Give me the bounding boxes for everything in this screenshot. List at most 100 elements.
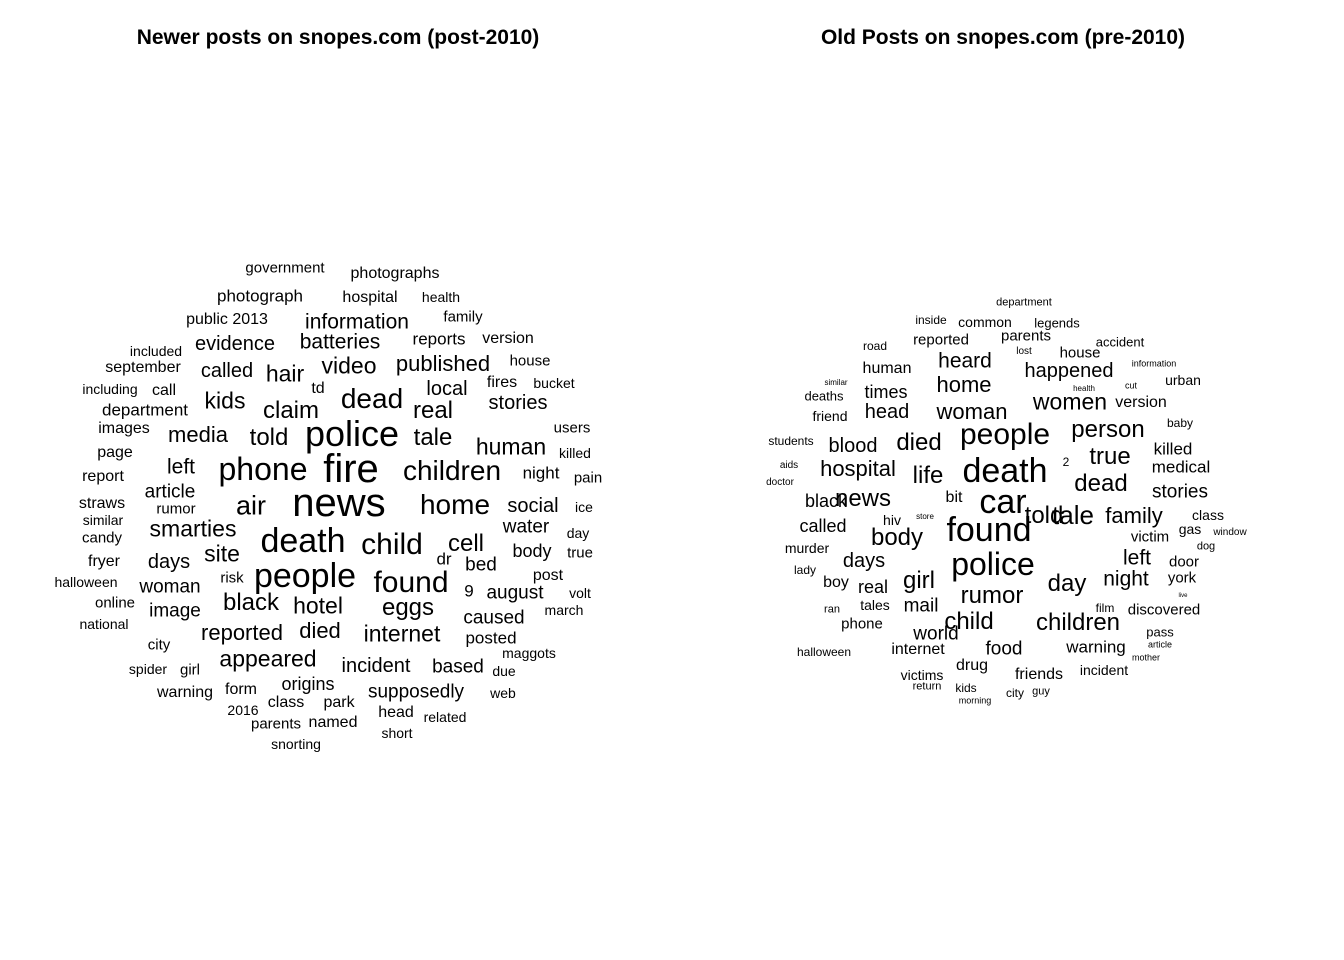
cloud-word: park [323, 694, 355, 711]
cloud-word: york [1167, 569, 1197, 587]
cloud-word: stories [1152, 481, 1208, 503]
cloud-word: hospital [342, 289, 398, 306]
cloud-word: bit [945, 489, 963, 506]
cloud-word: call [151, 382, 177, 399]
cloud-word: mail [903, 595, 939, 617]
cloud-word: posted [465, 628, 517, 648]
cloud-word: person [1071, 416, 1145, 443]
cloud-word: version [1115, 394, 1167, 411]
cloud-word: hotel [293, 592, 343, 619]
cloud-word: news [292, 481, 386, 525]
cloud-word: window [1213, 527, 1247, 538]
cloud-word: candy [81, 529, 123, 547]
cloud-word: killed [1153, 439, 1193, 459]
cloud-word: heard [938, 349, 992, 373]
cloud-word: black [804, 491, 848, 511]
cloud-word: doctor [766, 477, 794, 488]
cloud-word: article [1147, 639, 1173, 650]
cloud-word: straws [78, 495, 126, 512]
cloud-word: air [235, 490, 267, 521]
cloud-word: warning [156, 684, 214, 701]
cloud-word: girl [902, 567, 936, 594]
cloud-word: inside [915, 313, 947, 327]
cloud-word: friend [812, 408, 848, 424]
cloud-word: died [896, 429, 942, 456]
cloud-word: 2 [1062, 455, 1070, 469]
cloud-word: city [1006, 686, 1024, 700]
cloud-word: form [225, 681, 257, 698]
cloud-word: photograph [216, 286, 304, 306]
cloud-word: children [402, 455, 502, 486]
cloud-word: world [913, 623, 959, 645]
cloud-word: car [979, 483, 1027, 521]
cloud-word: return [912, 680, 942, 693]
cloud-word: fires [486, 374, 518, 391]
cloud-word: students [768, 434, 814, 448]
cloud-word: house [1059, 344, 1101, 362]
cloud-word: head [378, 704, 414, 721]
cloud-word: true [567, 544, 593, 562]
cloud-word: reported [201, 620, 283, 645]
cloud-word: phone [218, 451, 308, 487]
cloud-word: killed [559, 445, 591, 461]
panel-title: Old Posts on snopes.com (pre-2010) [820, 26, 1186, 49]
cloud-word: march [544, 602, 584, 618]
cloud-word: rumor [156, 500, 196, 518]
cloud-word: woman [936, 399, 1008, 424]
cloud-word: short [381, 725, 413, 741]
cloud-word: called [200, 360, 254, 382]
cloud-word: national [79, 616, 129, 632]
cloud-word: reported [913, 331, 969, 349]
cloud-word: cut [1124, 380, 1138, 391]
cloud-word: dead [340, 383, 404, 414]
cloud-word: hiv [883, 512, 901, 528]
cloud-word: days [842, 550, 886, 572]
cloud-word: post [532, 567, 564, 584]
cloud-word: lost [1016, 346, 1032, 357]
cloud-word: urban [1165, 372, 1201, 388]
cloud-word: city [147, 636, 171, 654]
cloud-word: health [1073, 384, 1095, 393]
cloud-word: girl [179, 661, 201, 679]
cloud-word: days [147, 551, 191, 573]
cloud-word: body [512, 541, 552, 561]
cloud-word: day [1047, 570, 1087, 597]
cloud-word: fire [323, 447, 379, 491]
cloud-word: dog [1196, 540, 1216, 553]
cloud-word: photographs [350, 265, 440, 282]
word-cloud-panel-post-2010: Newer posts on snopes.com (post-2010) go… [54, 26, 602, 751]
cloud-word: health [421, 289, 461, 305]
cloud-word: baby [1166, 416, 1194, 430]
cloud-word: news [834, 485, 892, 512]
cloud-word: human [475, 433, 547, 460]
cloud-word: risk [220, 569, 244, 587]
cloud-word: times [864, 382, 908, 402]
cloud-word: called [799, 516, 847, 536]
cloud-word: pass [1146, 624, 1174, 640]
cloud-word: store [916, 512, 934, 521]
cloud-word: kids [955, 681, 977, 695]
cloud-word: night [522, 463, 560, 483]
cloud-word: incident [1079, 662, 1129, 678]
word-cloud-panel-pre-2010: Old Posts on snopes.com (pre-2010) depar… [672, 0, 1344, 960]
cloud-word: morning [958, 695, 992, 706]
cloud-word: media [168, 422, 228, 447]
cloud-word: discovered [1127, 601, 1201, 619]
cloud-word: ice [575, 499, 593, 515]
cloud-word: hair [265, 360, 305, 387]
cloud-word: rumor [960, 582, 1024, 609]
cloud-word: water [502, 516, 550, 538]
cloud-word: stories [488, 392, 548, 414]
cloud-word: child [361, 528, 423, 561]
cloud-word: police [304, 413, 400, 454]
cloud-word: class [267, 694, 305, 711]
cloud-word: web [490, 685, 516, 701]
cloud-word: cell [447, 530, 485, 557]
cloud-word: information [305, 310, 409, 334]
cloud-word: head [864, 401, 910, 423]
cloud-word: day [566, 525, 590, 541]
cloud-word: site [204, 540, 240, 567]
cloud-word: internet [891, 641, 945, 658]
cloud-word: murder [784, 540, 830, 556]
cloud-word: tale [413, 424, 453, 451]
